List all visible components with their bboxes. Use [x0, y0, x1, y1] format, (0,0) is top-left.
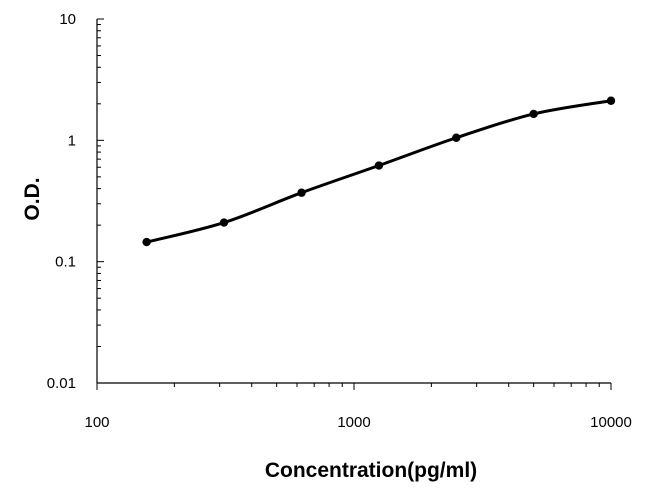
x-tick-label: 10000: [590, 414, 632, 431]
series-line: [145, 99, 613, 244]
x-axis-title: Concentration(pg/ml): [265, 459, 477, 482]
x-tick-label: 100: [84, 414, 109, 431]
y-axis-title: O.D.: [21, 177, 44, 220]
data-point: [142, 237, 151, 247]
y-tick-label: 1: [68, 132, 76, 149]
data-point: [606, 96, 616, 105]
data-point: [529, 109, 538, 119]
x-tick-label: 1000: [337, 414, 370, 431]
tick-labels: 100 1000 10000 0.01 0.1 1 10: [47, 11, 632, 431]
axis-ticks: [96, 18, 612, 390]
data-point: [452, 133, 461, 142]
data-point: [297, 188, 306, 197]
y-tick-label: 0.01: [47, 375, 76, 392]
data-point: [219, 218, 229, 227]
data-point: [374, 161, 384, 170]
y-tick-label: 0.1: [55, 254, 76, 271]
y-tick-label: 10: [59, 11, 76, 28]
axes: [96, 19, 611, 384]
series-group: [142, 96, 616, 247]
